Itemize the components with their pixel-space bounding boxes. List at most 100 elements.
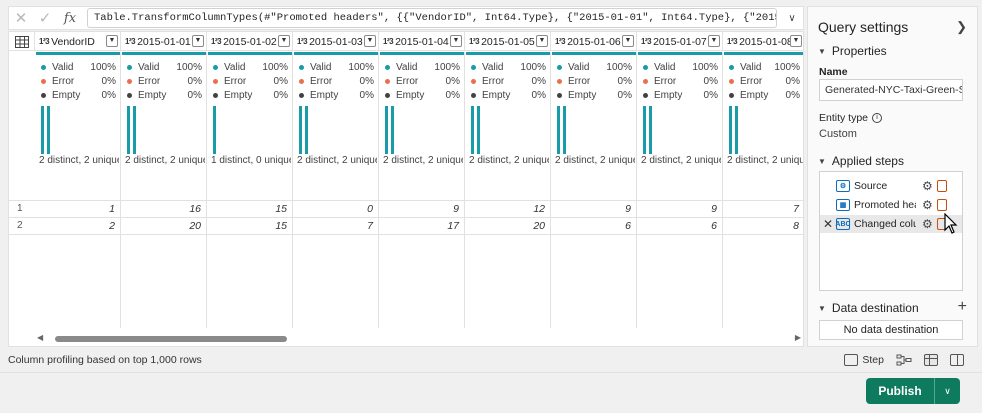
step-edit-icon[interactable] [936, 180, 947, 192]
profile-label: Valid [654, 61, 676, 73]
table-cell[interactable]: 7 [793, 203, 799, 215]
column-profile: Valid 100% Error 0% Empty 0% 2 distinct, 2 uni… [293, 52, 379, 180]
table-cell[interactable]: 16 [189, 203, 201, 215]
horizontal-scrollbar[interactable]: ◀ ▶ [35, 332, 803, 346]
table-cell[interactable]: 9 [453, 203, 459, 215]
table-cell[interactable]: 17 [447, 220, 459, 232]
table-cell[interactable]: 8 [793, 220, 799, 232]
type-icon[interactable]: 1²3 [727, 37, 738, 46]
publish-button[interactable]: Publish ∨ [866, 378, 960, 404]
add-icon[interactable]: + [957, 298, 967, 315]
table-cell[interactable]: 12 [533, 203, 545, 215]
profile-percent: 100% [692, 61, 718, 73]
profile-empty: Empty 0% [127, 88, 202, 102]
scroll-right-icon[interactable]: ▶ [794, 333, 801, 342]
column-filter-icon[interactable]: ▼ [106, 35, 118, 47]
table-cell[interactable]: 6 [625, 220, 631, 232]
step-button[interactable]: Step [838, 350, 890, 370]
type-icon[interactable]: 1²3 [555, 37, 566, 46]
type-icon[interactable]: 1²3 [641, 37, 652, 46]
table-cell[interactable]: 20 [533, 220, 545, 232]
delete-step-icon[interactable]: ✕ [822, 217, 834, 231]
column-filter-icon[interactable]: ▼ [708, 35, 720, 47]
column-filter-icon[interactable]: ▼ [364, 35, 376, 47]
info-icon[interactable]: i [872, 113, 883, 123]
type-icon[interactable]: 1²3 [125, 37, 136, 46]
type-icon[interactable]: 1²3 [297, 37, 308, 46]
step-changed-column-type[interactable]: ✕ ABC Changed column type ⚙ [820, 215, 962, 233]
profile-empty: Empty 0% [213, 88, 288, 102]
table-cell[interactable]: 2 [109, 220, 115, 232]
column-filter-icon[interactable]: ▼ [622, 35, 634, 47]
table-cell[interactable]: 9 [625, 203, 631, 215]
column-filter-icon[interactable]: ▼ [536, 35, 548, 47]
empty-dot-icon [385, 92, 390, 98]
gear-icon[interactable]: ⚙ [922, 198, 933, 212]
applied-steps-section[interactable]: ▼ Applied steps [818, 154, 904, 168]
properties-section[interactable]: ▼ Properties [818, 44, 887, 58]
check-icon[interactable]: ✓ [38, 10, 52, 27]
table-view-button[interactable] [918, 350, 944, 370]
publish-label[interactable]: Publish [878, 384, 922, 398]
column-header[interactable]: 1²3 2015-01-02 ▼ [207, 32, 293, 51]
column-filter-icon[interactable]: ▼ [790, 35, 802, 47]
table-cell[interactable]: 15 [275, 203, 287, 215]
column-profile: Valid 100% Error 0% Empty 0% 1 distinct, 0 uni… [207, 52, 293, 180]
fx-icon[interactable]: fx [63, 10, 77, 26]
profile-error: Error 0% [729, 74, 800, 88]
row-number[interactable]: 2 [17, 220, 23, 231]
profile-percent: 100% [434, 61, 460, 73]
type-icon[interactable]: 1²3 [469, 37, 480, 46]
distribution-histogram [213, 106, 216, 154]
diagram-view-button[interactable] [890, 350, 918, 370]
column-header[interactable]: 1²3 VendorID ▼ [35, 32, 121, 51]
column-quality-bar [380, 52, 464, 55]
query-name-input[interactable]: Generated-NYC-Taxi-Green-Subset [819, 79, 963, 101]
schema-view-button[interactable] [944, 350, 978, 370]
table-cell[interactable]: 9 [711, 203, 717, 215]
type-icon[interactable]: 1²3 [39, 37, 50, 46]
schema-view-icon [950, 354, 964, 366]
column-header[interactable]: 1²3 2015-01-08 ▼ [723, 32, 803, 51]
column-filter-icon[interactable]: ▼ [278, 35, 290, 47]
step-edit-icon[interactable] [936, 199, 947, 211]
column-name: VendorID [51, 35, 95, 48]
gear-icon[interactable]: ⚙ [922, 217, 933, 231]
column-header[interactable]: 1²3 2015-01-07 ▼ [637, 32, 723, 51]
column-header[interactable]: 1²3 2015-01-06 ▼ [551, 32, 637, 51]
column-header[interactable]: 1²3 2015-01-04 ▼ [379, 32, 465, 51]
formula-input[interactable]: Table.TransformColumnTypes(#"Promoted he… [87, 8, 777, 28]
chevron-down-icon[interactable]: ∨ [788, 12, 796, 24]
column-header[interactable]: 1²3 2015-01-01 ▼ [121, 32, 207, 51]
table-cell[interactable]: 7 [367, 220, 373, 232]
profile-valid: Valid 100% [557, 60, 632, 74]
column-filter-icon[interactable]: ▼ [450, 35, 462, 47]
scroll-left-icon[interactable]: ◀ [37, 333, 44, 342]
gear-icon[interactable]: ⚙ [922, 179, 933, 193]
table-cell[interactable]: 20 [189, 220, 201, 232]
close-icon[interactable]: ✕ [14, 10, 28, 27]
column-quality-bar [638, 52, 722, 55]
column-header[interactable]: 1²3 2015-01-05 ▼ [465, 32, 551, 51]
data-destination-section[interactable]: ▼ Data destination [818, 301, 919, 315]
column-header[interactable]: 1²3 2015-01-03 ▼ [293, 32, 379, 51]
chevron-down-icon[interactable]: ∨ [934, 378, 960, 404]
table-cell[interactable]: 0 [367, 203, 373, 215]
empty-dot-icon [729, 92, 734, 98]
distinct-summary: 2 distinct, 2 unique [641, 155, 721, 166]
table-cell[interactable]: 15 [275, 220, 287, 232]
type-icon[interactable]: 1²3 [211, 37, 222, 46]
column-filter-icon[interactable]: ▼ [192, 35, 204, 47]
table-cell[interactable]: 6 [711, 220, 717, 232]
type-icon[interactable]: 1²3 [383, 37, 394, 46]
profile-percent: 0% [101, 89, 116, 101]
chevron-right-icon[interactable]: ❯ [956, 19, 967, 34]
row-number[interactable]: 1 [17, 203, 23, 214]
table-icon[interactable] [9, 32, 35, 51]
distribution-histogram [557, 106, 566, 154]
scrollbar-thumb[interactable] [55, 336, 287, 342]
step-source[interactable]: ⚙ Source ⚙ [820, 177, 962, 195]
step-promoted-headers[interactable]: ▦ Promoted headers ⚙ [820, 196, 962, 214]
table-cell[interactable]: 1 [109, 203, 115, 215]
column-name: 2015-01-01 [137, 35, 191, 48]
